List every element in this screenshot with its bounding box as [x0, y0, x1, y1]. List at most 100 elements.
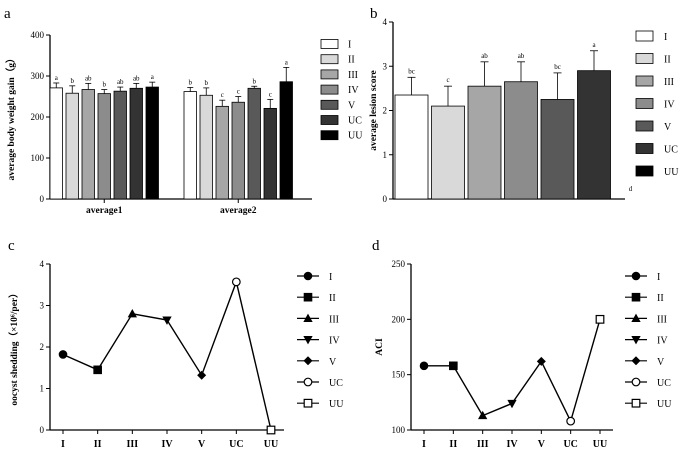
panel-d-x-tick-label: IV [506, 439, 518, 450]
panel-b-y-tick-label: 2 [383, 106, 388, 116]
panel-b-bar [504, 81, 538, 200]
panel-a-y-tick-label: 0 [40, 194, 45, 204]
panel-c-x-tick-label: UU [264, 439, 278, 450]
panel-d-data-point [566, 416, 576, 426]
panel-c-y-tick-label: 4 [40, 259, 45, 269]
panel-d-data-point [449, 361, 458, 371]
panel-b-legend-swatch [635, 98, 654, 109]
panel-d-data-point [536, 356, 546, 366]
panel-b-y-tick-label: 4 [383, 17, 388, 27]
panel-b-bar [467, 85, 502, 200]
panel-b-legend-label: UC [664, 145, 678, 156]
panel-a-significance-label: a [285, 58, 289, 66]
panel-a-bar [199, 94, 213, 200]
panel-d-x-tick-label: V [538, 439, 546, 450]
panel-b-bar [540, 99, 575, 200]
panel-a-legend-swatch [320, 115, 339, 125]
panel-c-x-tick-label: V [198, 439, 206, 450]
panel-d-legend-label: IV [657, 336, 668, 347]
panel-b-legend-label: UU [664, 167, 679, 178]
panel-c-x-tick-label: IV [161, 439, 173, 450]
panel-letter-a: a [4, 6, 11, 22]
panel-c-legend-marker [303, 377, 313, 387]
panel-b-legend-label: III [664, 77, 674, 88]
panel-b-significance-label: d [629, 185, 633, 193]
panel-a-y-tick-label: 300 [31, 71, 45, 81]
panel-a-legend-label: III [348, 70, 358, 81]
panel-d-y-tick-label: 150 [392, 370, 406, 380]
panel-c-legend-label: II [329, 293, 336, 304]
panel-a-bar [247, 87, 261, 200]
panel-a-x-tick-label: average2 [220, 206, 257, 216]
panel-c-y-tick-label: 0 [40, 425, 45, 435]
panel-a-legend-label: IV [348, 85, 359, 96]
panel-a-legend-swatch [320, 39, 339, 49]
panel-a-y-axis-label: average body weight gain（g） [5, 54, 17, 181]
panel-letter-d: d [372, 238, 380, 254]
panel-a-bar [231, 101, 245, 200]
panel-a-bar [215, 105, 229, 200]
panel-b-legend-swatch [635, 53, 654, 64]
panel-d-legend-marker [631, 292, 641, 302]
panel-b-legend-label: I [664, 32, 667, 43]
panel-d-legend-marker [631, 356, 641, 366]
panel-c-legend-marker [303, 398, 313, 408]
panel-a-bar [49, 87, 63, 200]
panel-a-legend-label: II [348, 55, 355, 66]
panel-c-legend-marker [303, 313, 313, 322]
panel-c-x-tick-label: UC [229, 439, 243, 450]
panel-c-legend-label: III [329, 314, 339, 325]
panel-letter-b: b [370, 6, 378, 22]
panel-c-legend-marker [303, 356, 313, 366]
panel-c-data-point [127, 308, 137, 318]
panel-a-legend-label: UU [348, 131, 363, 142]
panel-c-legend-marker [303, 271, 313, 281]
panel-c-legend-label: V [329, 357, 337, 368]
panel-b-significance-label: ab [518, 52, 525, 60]
panel-letter-c: c [8, 238, 15, 254]
panel-c-y-tick-label: 2 [40, 342, 45, 352]
panel-c-data-point [58, 350, 68, 359]
panel-b-legend-swatch [635, 120, 654, 132]
panel-a-x-tick-label: average1 [86, 206, 123, 216]
panel-b-legend-label: II [664, 55, 671, 66]
panel-d-y-tick-label: 200 [392, 314, 406, 324]
panel-b-legend-label: IV [664, 100, 675, 111]
panel-a-significance-label: c [221, 91, 224, 99]
panel-b-legend-swatch [635, 165, 654, 177]
panel-a-bar [129, 87, 143, 200]
panel-a-y-tick-label: 200 [31, 112, 45, 122]
panel-a-significance-label: a [55, 74, 59, 82]
panel-b-bar [577, 70, 611, 200]
panel-c-data-point [266, 425, 276, 435]
panel-b-significance-label: bc [554, 63, 561, 71]
panel-d-x-tick-label: II [449, 439, 457, 450]
panel-c-y-tick-label: 3 [40, 301, 45, 311]
panel-d-data-point [419, 361, 429, 371]
panel-a-y-tick-label: 100 [31, 153, 45, 163]
panel-a-bar [97, 93, 111, 200]
panel-a-significance-label: b [189, 78, 193, 86]
panel-b-legend-swatch [635, 143, 654, 154]
panel-a-legend-swatch [320, 99, 339, 110]
panel-d-legend-label: UC [657, 378, 671, 389]
panel-d-legend-label: II [657, 293, 664, 304]
panel-d-legend-label: UU [657, 399, 672, 410]
panel-a-legend-label: V [348, 100, 356, 111]
panel-b-y-axis-label: average lesion score [369, 70, 379, 151]
panel-a-y-tick-label: 400 [31, 30, 45, 40]
panel-a-significance-label: a [151, 73, 155, 81]
panel-a-bar [65, 92, 79, 200]
panel-a-legend-swatch [320, 69, 339, 80]
panel-d-y-axis-label: ACI [375, 338, 385, 356]
panel-a-legend-swatch [320, 54, 339, 65]
panel-d-legend-marker [631, 313, 641, 322]
panel-a-bar [279, 81, 293, 200]
panel-c-x-tick-label: I [61, 439, 65, 450]
panel-a-bar [183, 91, 197, 200]
panel-a-significance-label: c [269, 90, 272, 98]
panel-c-data-point [231, 277, 241, 287]
panel-d-legend-marker [631, 336, 641, 345]
panel-b-y-tick-label: 1 [383, 150, 388, 160]
panel-b-y-tick-label: 3 [383, 61, 388, 71]
